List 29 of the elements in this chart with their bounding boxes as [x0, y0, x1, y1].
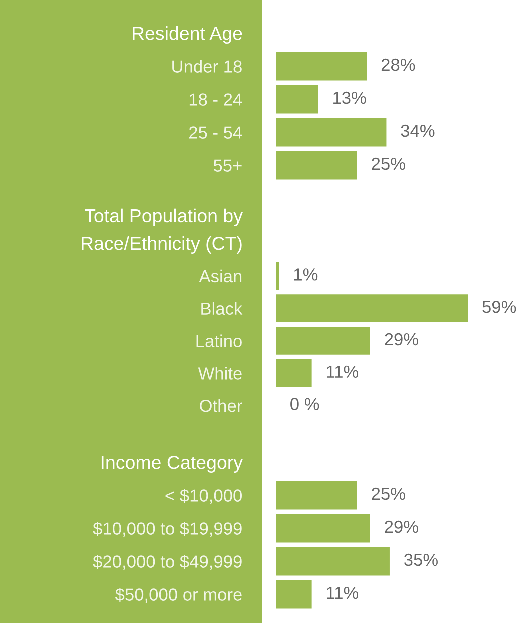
y-tick-label: $10,000 to $19,999: [93, 522, 242, 538]
y-tick-label: Under 18: [172, 60, 242, 73]
data-label: 11%: [327, 366, 359, 378]
data-label: 28%: [382, 58, 416, 72]
y-tick-label: Other: [200, 400, 242, 412]
chart-title: Income Category: [102, 456, 243, 473]
data-label: 35%: [404, 554, 438, 566]
data-label: 29%: [385, 520, 418, 534]
y-tick-label: Black: [202, 302, 243, 316]
data-label: 1%: [294, 268, 318, 281]
data-label: 11%: [327, 586, 359, 600]
data-label: 25%: [372, 158, 406, 170]
data-label: 13%: [334, 92, 366, 104]
data-label: 59%: [482, 300, 516, 314]
chart-title: Total Population by Race/Ethnicity (CT): [82, 208, 243, 254]
y-tick-label: $50,000 or more: [115, 588, 242, 604]
y-tick-label: $20,000 to $49,999: [93, 554, 242, 570]
data-label: 34%: [401, 124, 435, 138]
y-tick-label: Asian: [199, 270, 242, 283]
chart-title: Resident Age: [133, 26, 242, 44]
data-label: 25%: [372, 488, 406, 500]
y-tick-label: 25 - 54: [189, 126, 242, 139]
y-tick-label: 55+: [214, 160, 242, 172]
data-label: 0 %: [290, 398, 320, 410]
y-tick-label: 18 - 24: [190, 94, 242, 106]
y-tick-label: White: [198, 367, 242, 380]
y-tick-label: < $10,000: [166, 488, 242, 504]
y-tick-label: Latino: [196, 334, 242, 348]
data-label: 29%: [385, 333, 418, 346]
